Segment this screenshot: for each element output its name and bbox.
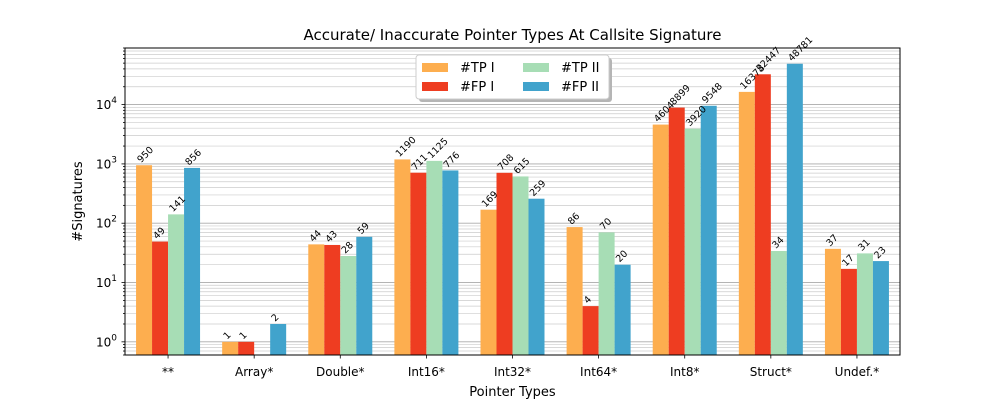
bar-value-label: 20: [614, 248, 630, 264]
y-tick-label: 101: [96, 274, 117, 290]
legend-label: #FP I: [460, 80, 494, 95]
bar-value-label: 34: [770, 235, 786, 251]
bar-fp-i: [668, 107, 685, 355]
bar-value-label: 1: [238, 330, 250, 342]
bar-fp-ii: [700, 105, 717, 355]
bar-fp-i: [410, 172, 427, 355]
bar-value-label: 23: [872, 245, 888, 261]
bar-tp-ii: [426, 160, 443, 355]
legend-swatch: [422, 63, 448, 72]
legend-swatch: [523, 82, 549, 91]
x-tick-label: Int32*: [494, 365, 531, 379]
bar-fp-ii: [442, 170, 459, 355]
x-tick-label: Int16*: [408, 365, 445, 379]
bar-tp-i: [308, 244, 325, 355]
x-tick-label: Int8*: [670, 365, 699, 379]
bar-tp-ii: [512, 176, 529, 355]
bar-value-label: 856: [183, 147, 204, 168]
bar-value-label: 28: [340, 240, 356, 256]
bar-fp-i: [582, 306, 599, 355]
bar-value-label: 70: [598, 216, 614, 232]
bar-value-label: 86: [566, 211, 582, 227]
bar-tp-i: [136, 165, 153, 355]
bar-fp-i: [324, 244, 341, 355]
bar-value-label: 43: [324, 229, 340, 245]
bar-value-label: 1: [222, 330, 234, 342]
legend: #TP I #FP I #TP II #FP II: [415, 54, 612, 102]
bar-fp-ii: [184, 167, 201, 355]
x-tick-label: Array*: [235, 365, 273, 379]
bar-tp-ii: [684, 128, 701, 355]
x-axis: ** Array* Double* Int16* Int32* Int64* Int8* St…: [162, 355, 879, 379]
bar-value-label: 44: [308, 228, 324, 244]
bar-fp-ii: [528, 198, 545, 355]
bar-fp-i: [496, 172, 513, 355]
bar-fp-i: [754, 74, 771, 356]
bar-tp-i: [394, 159, 411, 355]
bar-value-label: 49: [151, 225, 167, 241]
bar-fp-i: [238, 341, 255, 355]
bar-value-label: 1190: [394, 135, 419, 160]
chart-title: Accurate/ Inaccurate Pointer Types At Ca…: [304, 26, 722, 44]
bar-value-label: 259: [528, 178, 549, 199]
bar-tp-ii: [770, 251, 787, 355]
bar-value-label: 32447: [754, 45, 783, 74]
x-tick-label: Undef.*: [835, 365, 880, 379]
bar-tp-i: [566, 227, 583, 355]
bar-tp-ii: [598, 232, 615, 355]
bar-value-label: 950: [135, 145, 156, 166]
bar-value-label: 31: [856, 237, 872, 253]
bar-fp-ii: [614, 264, 631, 355]
bars: [136, 63, 889, 356]
legend-box: [415, 54, 610, 100]
bar-fp-ii: [872, 261, 889, 355]
bar-tp-i: [824, 248, 841, 355]
bar-fp-ii: [356, 236, 373, 355]
bar-tp-ii: [340, 256, 357, 355]
bar-tp-i: [652, 124, 669, 355]
legend-label: #FP II: [561, 80, 599, 95]
bar-tp-i: [222, 341, 239, 355]
x-axis-label: Pointer Types: [469, 385, 556, 400]
bar-fp-i: [152, 241, 169, 355]
bar-value-label: 9548: [700, 81, 725, 106]
bar-tp-i: [738, 91, 755, 356]
bar-tp-ii: [168, 214, 185, 355]
bar-tp-i: [480, 209, 497, 355]
legend-swatch: [422, 82, 448, 91]
y-tick-label: 102: [96, 215, 117, 231]
legend-label: #TP I: [460, 61, 495, 76]
x-tick-label: **: [162, 365, 174, 379]
y-tick-label: 100: [96, 333, 117, 349]
y-axis-label: #Signatures: [71, 161, 86, 242]
y-tick-label: 103: [96, 155, 117, 171]
bar-value-label: 776: [442, 150, 463, 171]
legend-label: #TP II: [561, 61, 599, 76]
y-axis: 100 101 102 103 104: [96, 47, 125, 356]
bar-value-label: 48781: [786, 35, 815, 64]
x-tick-label: Struct*: [750, 365, 792, 379]
bar-fp-ii: [786, 63, 803, 356]
legend-swatch: [523, 63, 549, 72]
x-tick-label: Double*: [316, 365, 365, 379]
bar-tp-ii: [856, 253, 873, 355]
y-tick-label: 104: [96, 96, 117, 112]
bar-fp-i: [840, 268, 857, 355]
x-tick-label: Int64*: [580, 365, 617, 379]
bar-fp-ii: [270, 323, 287, 355]
bar-value-label: 17: [840, 253, 856, 269]
